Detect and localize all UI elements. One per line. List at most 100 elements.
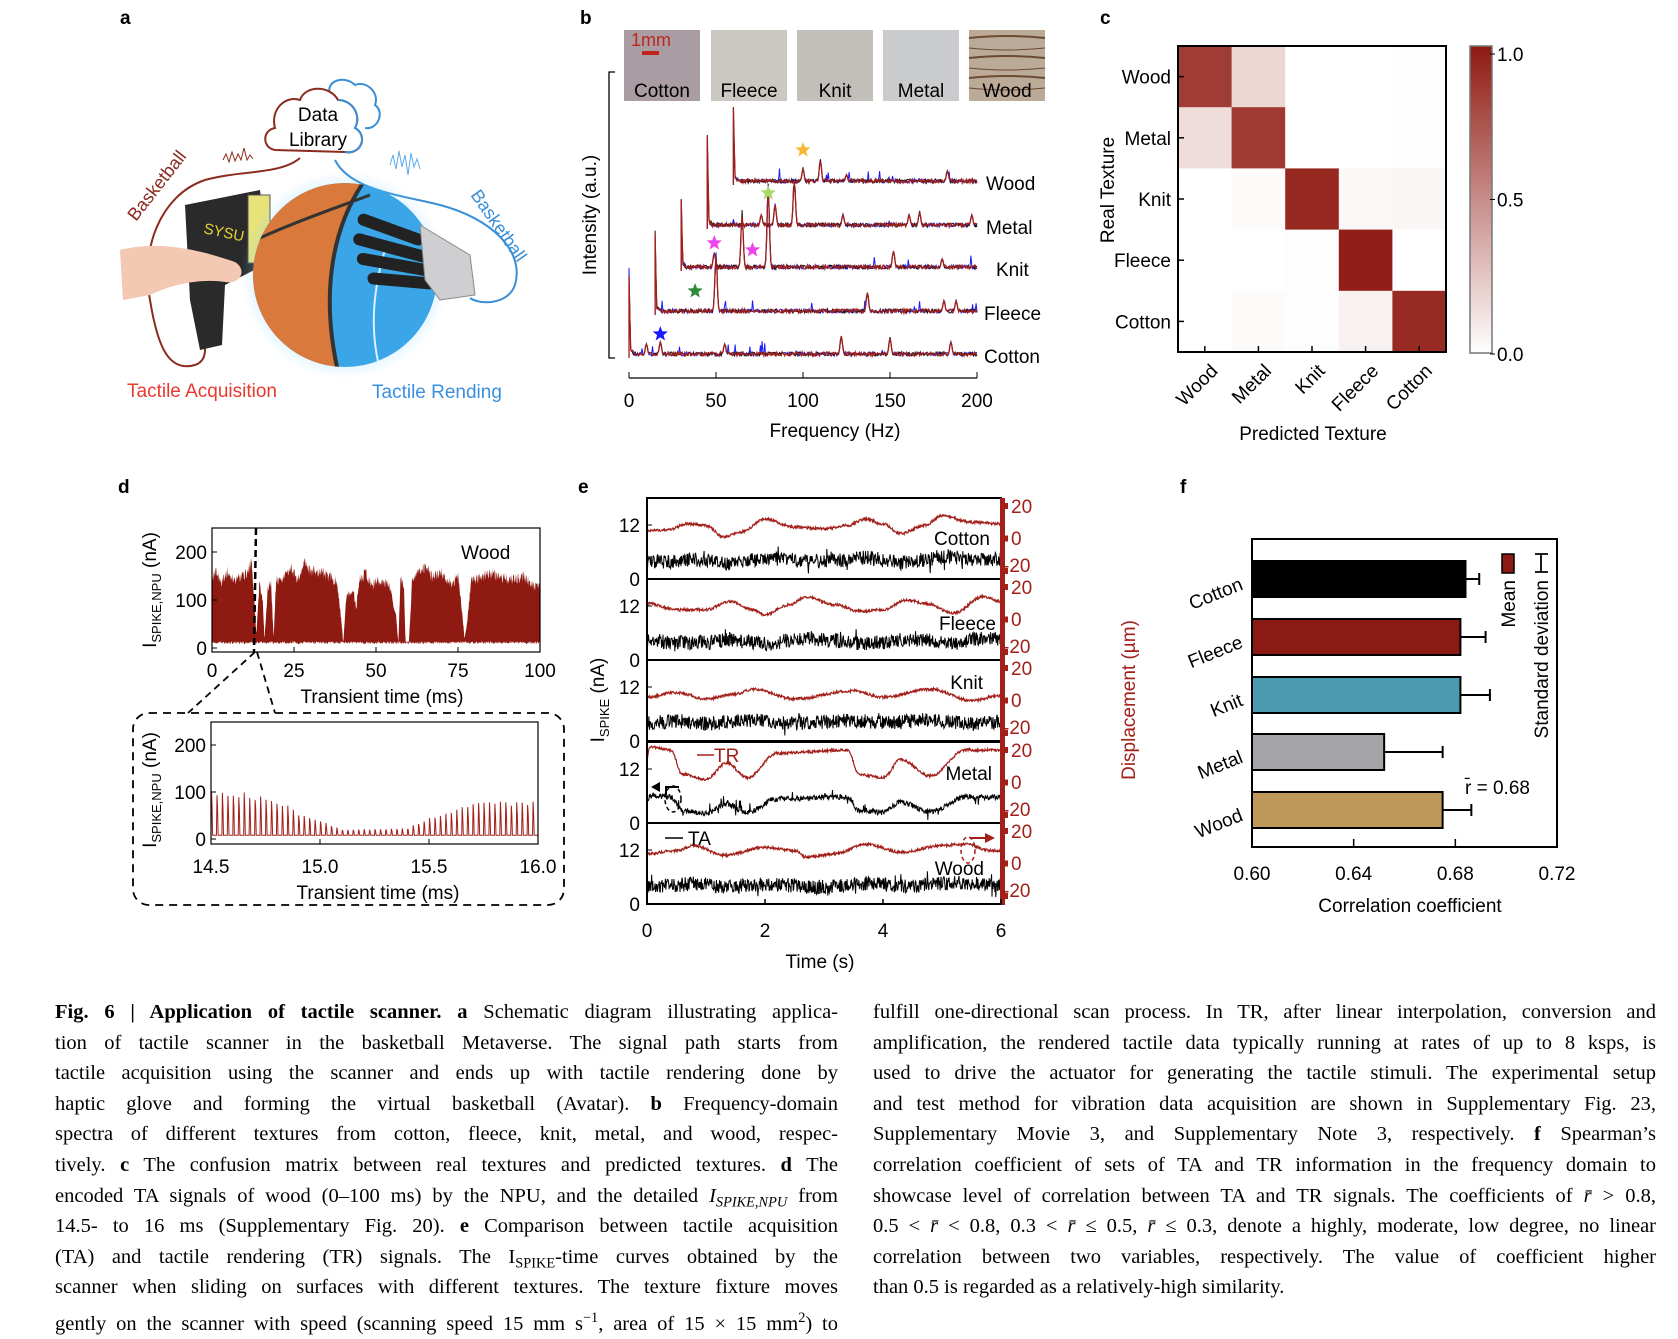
texture-photo-metal: Metal xyxy=(883,30,959,102)
panel-label-b: b xyxy=(580,8,592,29)
matrix-cell-wood-metal xyxy=(1231,46,1286,108)
caption-styled-text: −1 xyxy=(582,1309,599,1326)
spectrum-line-metal-black xyxy=(706,137,978,229)
star-marker-icon xyxy=(687,283,703,298)
panel-label-a: a xyxy=(120,8,131,29)
spectrum-label-fleece: Fleece xyxy=(984,304,1041,325)
matrix-cell-knit-knit xyxy=(1285,168,1340,231)
colorbar-tick-label: 0.0 xyxy=(1497,345,1523,366)
zoom-connector-line xyxy=(256,651,276,714)
right-y-tick-label: 0 xyxy=(1011,610,1022,631)
left-y-tick-label: 0 xyxy=(629,895,640,916)
bar-wood xyxy=(1251,791,1473,829)
inset-spike-trace xyxy=(210,791,538,836)
y-axis-label-unit: (nA) xyxy=(588,658,609,699)
mean-r-annotation: r̄ = 0.68 xyxy=(1464,778,1530,799)
caption-text: > 0.8, xyxy=(1591,1184,1656,1207)
y-axis-label: ISPIKE,NPU (nA) xyxy=(140,532,164,648)
rendering-signal-squiggle xyxy=(389,150,421,176)
caption-styled-text: r̄ xyxy=(1583,1184,1592,1207)
rendering-path-label: Basketball xyxy=(467,186,531,266)
caption-text: 0.5 < xyxy=(873,1215,931,1238)
category-label-fleece: Fleece xyxy=(1185,632,1246,673)
caption-line: used to drive the actuator for generatin… xyxy=(873,1058,1656,1089)
right-y-tick-label: 20 xyxy=(1011,578,1032,599)
caption-line: encoded TA signals of wood (0–100 ms) by… xyxy=(55,1181,838,1212)
spectrum-line-fleece-blue xyxy=(654,243,978,315)
caption-text: Spearman’s xyxy=(1540,1123,1656,1146)
y-axis-label-sub: SPIKE xyxy=(597,698,612,737)
caption-line-text: spectra of different textures from cotto… xyxy=(55,1119,838,1150)
caption-text: Supplementary Movie 3, and Supplementary… xyxy=(873,1123,1534,1146)
x-tick-label: 0.64 xyxy=(1335,864,1372,885)
caption-line-text: gently on the scanner with speed (scanni… xyxy=(55,1303,838,1339)
left-axis-arrow-icon xyxy=(665,786,679,795)
texture-photo-label: Wood xyxy=(982,81,1031,102)
bar-rect-knit xyxy=(1251,676,1462,714)
left-y-tick-label: 0 xyxy=(629,732,640,753)
caption-text: used to drive the actuator for generatin… xyxy=(873,1062,1656,1085)
y-tick-label: 100 xyxy=(174,783,206,804)
panel-label-e: e xyxy=(578,477,589,498)
caption-line: amplification, the rendered tactile data… xyxy=(873,1028,1656,1059)
y-tick-label: 200 xyxy=(175,543,207,564)
spectrum-line-metal-red xyxy=(706,134,978,230)
tr-trace-knit xyxy=(646,686,1001,703)
caption-line: fulfill one-directional scan process. In… xyxy=(873,997,1656,1028)
caption-line: showcase level of correlation between TA… xyxy=(873,1181,1656,1212)
right-y-tick-label: 20 xyxy=(1011,659,1032,680)
caption-bold-text: e xyxy=(459,1215,469,1238)
matrix-cell-wood-knit xyxy=(1285,46,1340,108)
x-axis-label: Transient time (ms) xyxy=(297,883,460,904)
matrix-cell-knit-fleece xyxy=(1338,168,1393,231)
scale-bar xyxy=(642,51,659,55)
x-tick-label: 0.68 xyxy=(1437,864,1474,885)
legend-mean-swatch xyxy=(1501,553,1515,574)
spectrum-line-cotton-black xyxy=(628,282,978,358)
colorbar-tick-label: 1.0 xyxy=(1497,45,1523,66)
caption-text: tion of tactile scanner in the basketbal… xyxy=(55,1031,838,1054)
texture-photo-fleece: Fleece xyxy=(711,30,787,102)
x-tick-label: 0 xyxy=(207,661,218,682)
bar-fleece xyxy=(1251,618,1487,656)
caption-styled-text: r̄ xyxy=(930,1215,939,1238)
row-label-wood: Wood xyxy=(1122,68,1171,89)
right-y-tick-label: -20 xyxy=(1003,556,1030,577)
ta-trace-cotton xyxy=(646,546,1001,574)
caption-line: and test method for vibration data acqui… xyxy=(873,1089,1656,1120)
caption-line: (TA) and tactile rendering (TR) signals.… xyxy=(55,1242,838,1273)
caption-styled-text: SPIKE xyxy=(515,1255,556,1272)
left-y-tick-label: 0 xyxy=(629,570,640,591)
col-label-cotton: Cotton xyxy=(1382,361,1436,415)
matrix-cell-knit-cotton xyxy=(1392,168,1447,231)
right-y-tick-label: -20 xyxy=(1003,637,1030,658)
caption-text: gently on the scanner with speed (scanni… xyxy=(55,1312,583,1335)
caption-text: showcase level of correlation between TA… xyxy=(873,1184,1584,1207)
caption-bold-text: c xyxy=(120,1153,130,1176)
caption-text: correlation between two variables, respe… xyxy=(873,1245,1656,1268)
caption-text: tactile acquisition using the scanner an… xyxy=(55,1062,838,1085)
matrix-cell-cotton-cotton xyxy=(1392,290,1447,353)
x-tick-label: 0.60 xyxy=(1234,864,1271,885)
right-axis-arrowhead-icon xyxy=(985,833,995,843)
spectrum-label-knit: Knit xyxy=(996,260,1029,281)
matrix-cell-cotton-metal xyxy=(1231,290,1286,353)
bar-rect-wood xyxy=(1251,791,1444,829)
y-axis-label: Intensity (a.u.) xyxy=(580,155,601,275)
spike-area-fill xyxy=(212,558,540,645)
tr-trace-fleece xyxy=(646,593,1001,617)
star-marker-icon xyxy=(652,326,668,341)
texture-photo-swatch xyxy=(883,30,959,101)
x-axis-label: Frequency (Hz) xyxy=(770,421,901,442)
legend-tr-label: TR xyxy=(714,746,739,767)
y-axis-label-unit: (nA) xyxy=(140,732,161,773)
wood-grain-stroke xyxy=(968,75,1046,79)
texture-photo-label: Cotton xyxy=(634,81,690,102)
caption-line-text: haptic glove and forming the virtual bas… xyxy=(55,1089,838,1120)
x-tick-label: 4 xyxy=(878,921,889,942)
tr-trace-cotton xyxy=(646,513,1001,540)
spectrum-line-fleece-black xyxy=(654,230,978,315)
right-y-tick-label: 20 xyxy=(1011,497,1032,518)
col-label-wood: Wood xyxy=(1173,361,1223,411)
caption-bold-text: Fig. 6 | Application of tactile scanner.… xyxy=(55,1001,468,1023)
